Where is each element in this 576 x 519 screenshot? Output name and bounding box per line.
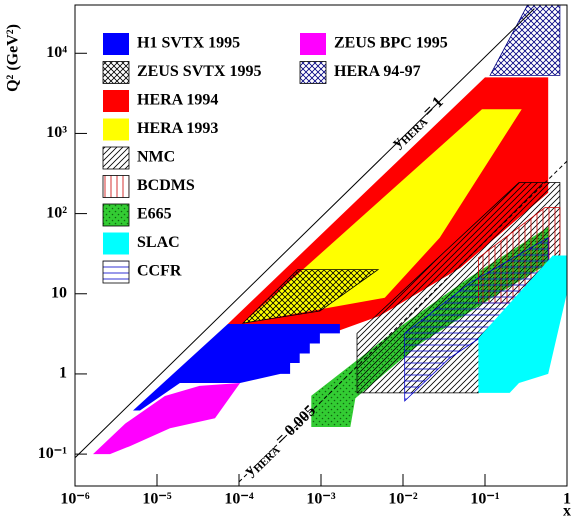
y-tick-label: 1 (59, 365, 67, 382)
y-tick-label: 10² (46, 204, 67, 221)
x-tick-label: 10⁻¹ (470, 491, 499, 508)
legend-label: ZEUS BPC 1995 (334, 35, 448, 52)
legend-label: HERA 94-97 (334, 63, 421, 80)
legend-label: HERA 1994 (137, 92, 218, 109)
region (489, 4, 561, 76)
y-axis-label: Q² (GeV²) (5, 24, 22, 92)
line-label: yHERA= 0.005 (241, 402, 321, 480)
kinematic-line (74, 8, 535, 459)
y-tick-label: 10³ (46, 124, 67, 141)
legend-label: CCFR (137, 263, 182, 280)
legend-label: E665 (137, 206, 172, 223)
legend-swatch (102, 175, 130, 198)
y-tick-label: 10⁻¹ (38, 445, 67, 462)
legend-swatch (103, 90, 129, 112)
x-tick-label: 10⁻⁶ (60, 491, 89, 508)
y-tick-label: 10⁴ (46, 44, 67, 61)
line-label-subscript: HERA (251, 444, 282, 475)
legend-swatch (103, 232, 129, 255)
y-tick-label: 10 (51, 284, 67, 301)
legend-swatch (102, 61, 130, 84)
x-axis-label: x (563, 503, 571, 519)
legend-swatch (102, 203, 130, 227)
legend-label: NMC (137, 149, 175, 166)
legend-label: H1 SVTX 1995 (137, 35, 240, 52)
legend-swatch (102, 146, 130, 170)
region (93, 383, 241, 455)
region (241, 269, 380, 324)
x-tick-label: 10⁻³ (306, 491, 335, 508)
legend-label: ZEUS SVTX 1995 (137, 63, 261, 80)
legend-swatch (103, 118, 129, 141)
x-tick-label: 10⁻⁴ (224, 491, 253, 508)
region (404, 237, 549, 402)
legend-swatch (102, 260, 130, 284)
legend-swatch (300, 33, 326, 55)
legend-swatch (103, 33, 129, 55)
legend-label: BCDMS (137, 177, 195, 194)
region (133, 324, 340, 411)
legend-label: SLAC (137, 234, 180, 251)
legend-label: HERA 1993 (137, 120, 218, 137)
x-tick-label: 10⁻² (388, 491, 417, 508)
legend-swatch (299, 61, 327, 84)
x-tick-label: 1 (563, 491, 571, 508)
region (478, 255, 567, 393)
x-tick-label: 10⁻⁵ (142, 491, 171, 508)
